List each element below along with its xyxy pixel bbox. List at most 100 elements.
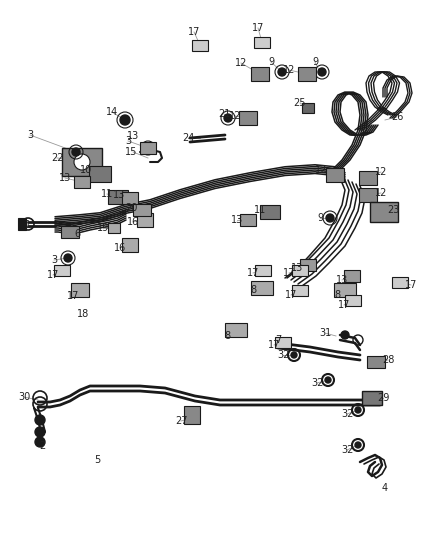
Text: 17: 17 bbox=[67, 291, 79, 301]
Text: 9: 9 bbox=[268, 57, 274, 67]
Text: 17: 17 bbox=[285, 290, 297, 300]
Bar bbox=[254, 36, 270, 47]
Text: 3: 3 bbox=[125, 136, 131, 146]
Text: 32: 32 bbox=[341, 445, 353, 455]
Text: 12: 12 bbox=[375, 188, 387, 198]
Bar bbox=[302, 103, 314, 113]
Text: 17: 17 bbox=[188, 27, 200, 37]
Text: 30: 30 bbox=[18, 392, 30, 402]
Text: 27: 27 bbox=[175, 416, 187, 426]
Text: 10: 10 bbox=[80, 165, 92, 175]
Bar bbox=[370, 202, 398, 222]
Bar bbox=[74, 176, 90, 188]
Text: 17: 17 bbox=[405, 280, 417, 290]
Circle shape bbox=[35, 437, 45, 447]
Bar bbox=[137, 213, 153, 227]
Text: 3: 3 bbox=[27, 130, 33, 140]
Bar bbox=[300, 259, 316, 271]
Text: 20: 20 bbox=[125, 203, 137, 213]
Bar bbox=[18, 218, 26, 230]
Text: 2: 2 bbox=[39, 441, 45, 451]
Text: 12: 12 bbox=[315, 165, 327, 175]
Bar bbox=[298, 67, 316, 81]
Text: 9: 9 bbox=[312, 57, 318, 67]
Bar bbox=[122, 238, 138, 252]
Text: 3: 3 bbox=[51, 255, 57, 265]
Text: 4: 4 bbox=[382, 483, 388, 493]
Bar bbox=[359, 171, 377, 185]
Circle shape bbox=[72, 148, 80, 156]
Text: 12: 12 bbox=[283, 65, 295, 75]
Text: 21: 21 bbox=[218, 109, 230, 119]
Bar bbox=[108, 190, 128, 204]
Text: 24: 24 bbox=[182, 133, 194, 143]
Text: 6: 6 bbox=[74, 229, 80, 239]
Text: 12: 12 bbox=[229, 111, 241, 121]
Bar bbox=[251, 67, 269, 81]
Text: 13: 13 bbox=[113, 190, 125, 200]
Bar bbox=[359, 188, 377, 202]
Text: 32: 32 bbox=[311, 378, 323, 388]
Text: 17: 17 bbox=[283, 268, 295, 278]
Text: 5: 5 bbox=[94, 455, 100, 465]
Circle shape bbox=[318, 68, 326, 76]
Circle shape bbox=[278, 68, 286, 76]
Circle shape bbox=[224, 114, 232, 122]
Circle shape bbox=[355, 442, 361, 448]
Circle shape bbox=[74, 154, 90, 170]
Bar bbox=[239, 111, 257, 125]
Circle shape bbox=[35, 415, 45, 425]
Circle shape bbox=[326, 214, 334, 222]
Text: 28: 28 bbox=[382, 355, 394, 365]
Text: 17: 17 bbox=[338, 300, 350, 310]
Bar bbox=[392, 277, 408, 287]
Bar bbox=[61, 226, 79, 238]
Text: 22: 22 bbox=[51, 153, 63, 163]
Text: 1: 1 bbox=[25, 220, 31, 230]
Circle shape bbox=[341, 331, 349, 339]
Text: 16: 16 bbox=[127, 217, 139, 227]
Bar bbox=[225, 323, 247, 337]
Text: 32: 32 bbox=[341, 409, 353, 419]
Text: 15: 15 bbox=[125, 147, 137, 157]
Bar bbox=[89, 166, 111, 182]
Text: 13: 13 bbox=[336, 275, 348, 285]
Bar bbox=[292, 285, 308, 295]
Bar bbox=[108, 223, 120, 233]
Text: 25: 25 bbox=[294, 98, 306, 108]
Bar bbox=[260, 205, 280, 219]
Bar bbox=[72, 285, 88, 295]
Text: 23: 23 bbox=[387, 205, 399, 215]
Bar bbox=[192, 39, 208, 51]
Text: 12: 12 bbox=[375, 167, 387, 177]
Circle shape bbox=[291, 352, 297, 358]
Bar bbox=[362, 391, 382, 405]
Bar bbox=[345, 295, 361, 305]
Text: 19: 19 bbox=[97, 223, 109, 233]
Text: 31: 31 bbox=[319, 328, 331, 338]
Text: 14: 14 bbox=[106, 107, 118, 117]
Text: 16: 16 bbox=[114, 243, 126, 253]
Text: 9: 9 bbox=[317, 213, 323, 223]
Bar bbox=[334, 283, 356, 297]
Circle shape bbox=[35, 427, 45, 437]
Text: 11: 11 bbox=[101, 189, 113, 199]
Bar bbox=[292, 264, 308, 276]
Text: 17: 17 bbox=[247, 268, 259, 278]
Text: 29: 29 bbox=[377, 393, 389, 403]
Bar bbox=[251, 281, 273, 295]
Bar bbox=[140, 142, 156, 154]
Bar bbox=[367, 356, 385, 368]
Text: 26: 26 bbox=[391, 112, 403, 122]
Bar bbox=[344, 270, 360, 282]
Bar bbox=[275, 336, 291, 348]
Text: 13: 13 bbox=[231, 215, 243, 225]
Text: 11: 11 bbox=[254, 205, 266, 215]
Text: 13: 13 bbox=[59, 173, 71, 183]
Bar bbox=[62, 148, 102, 176]
Bar bbox=[71, 283, 89, 297]
Text: 17: 17 bbox=[252, 23, 264, 33]
Text: 12: 12 bbox=[235, 58, 247, 68]
Bar bbox=[133, 204, 151, 216]
Circle shape bbox=[355, 407, 361, 413]
